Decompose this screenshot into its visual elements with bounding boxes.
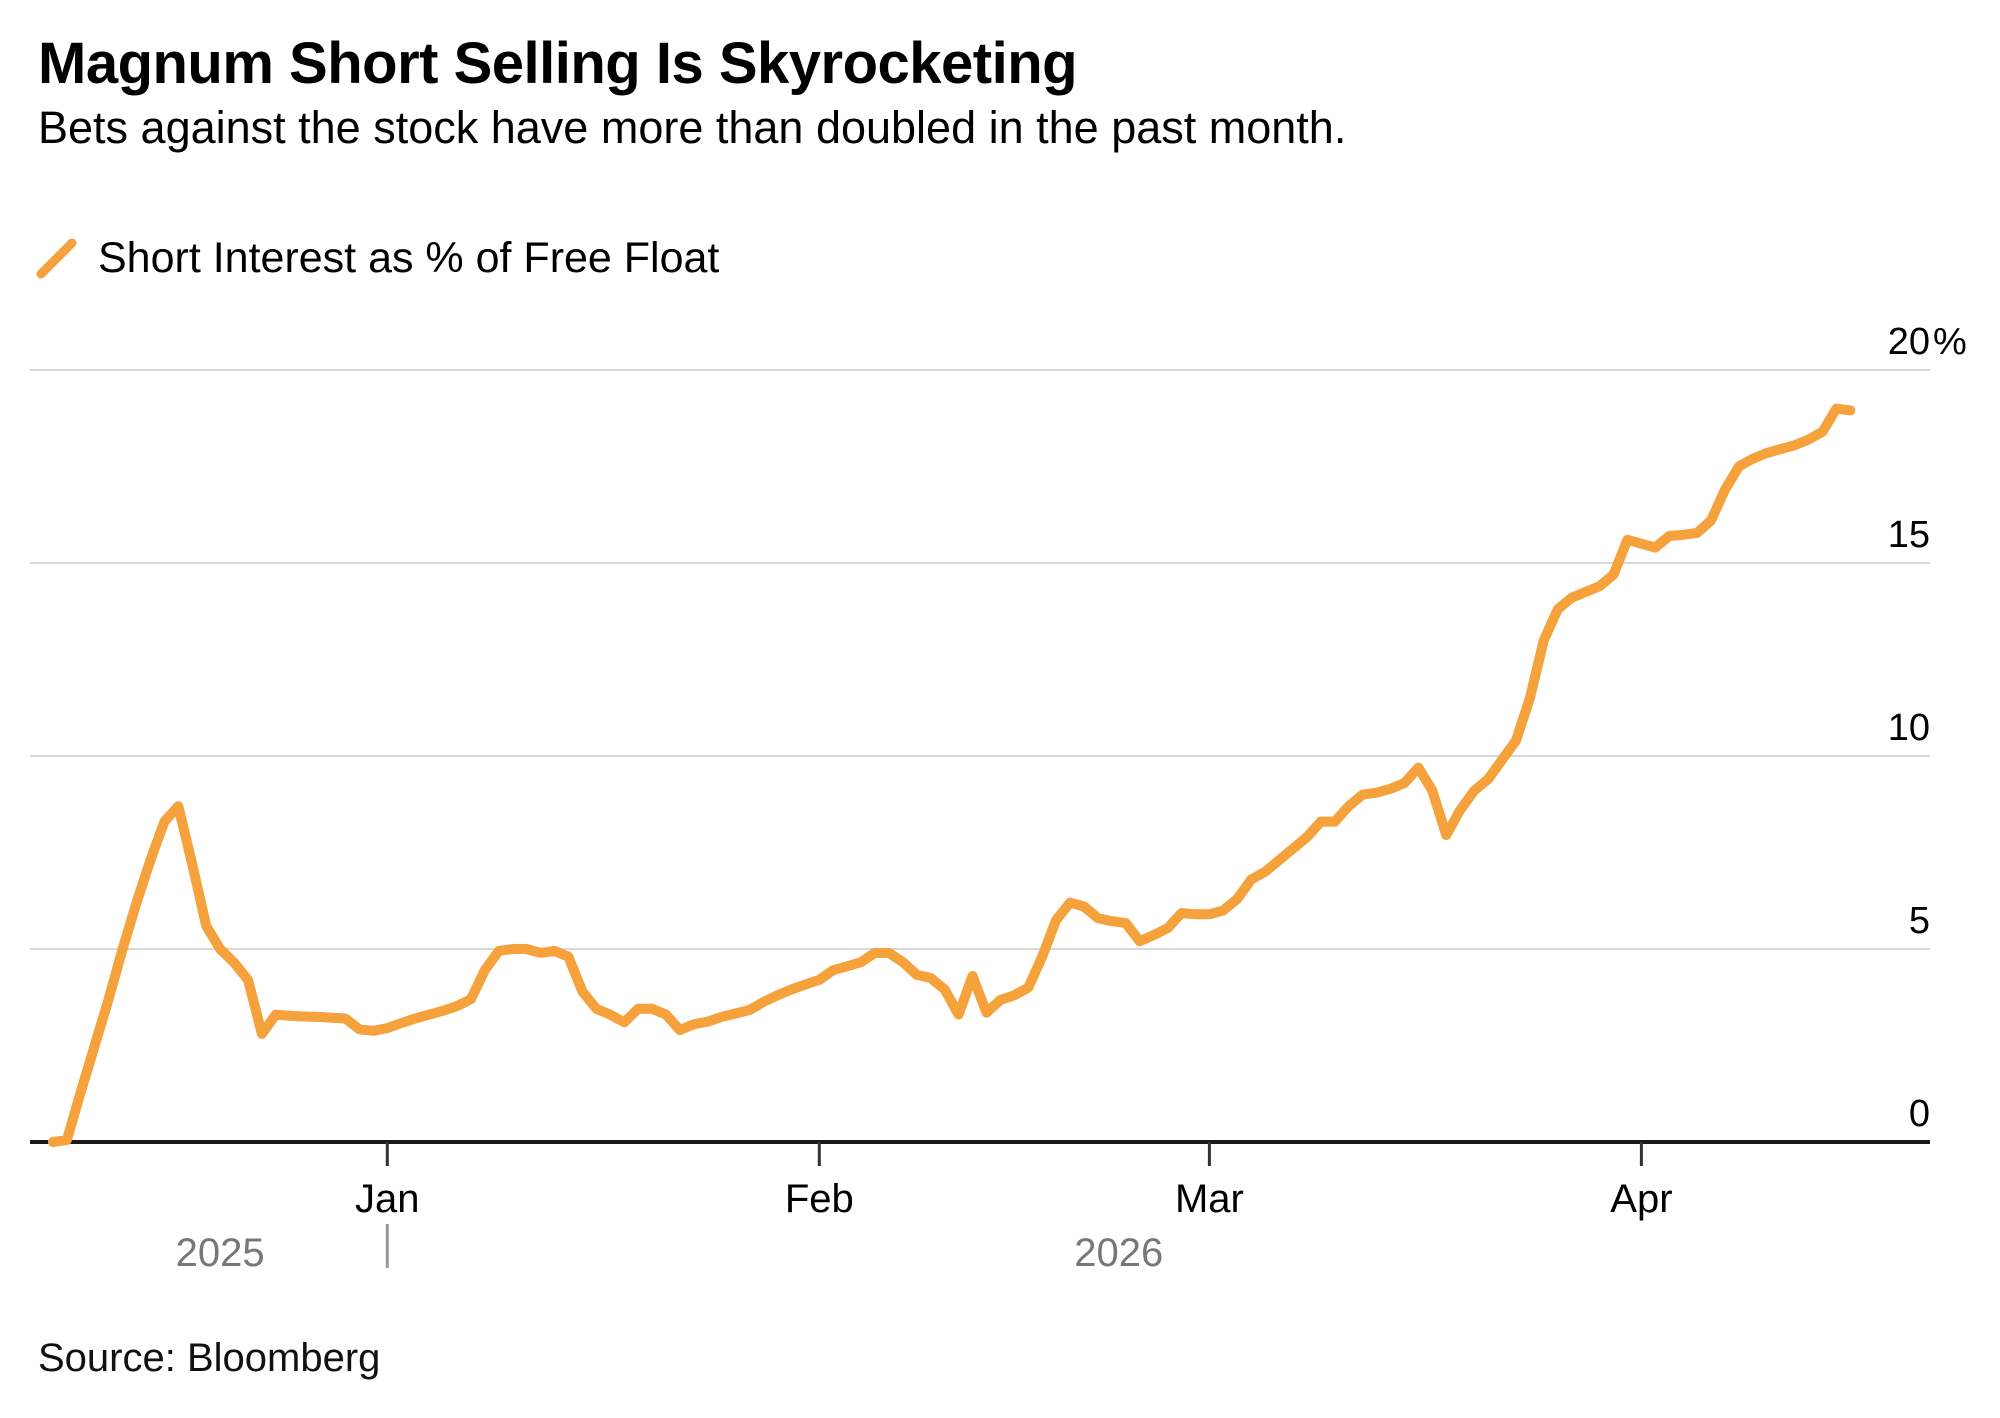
x-tick-label-mar: Mar [1175,1177,1244,1221]
chart-title: Magnum Short Selling Is Skyrocketing [38,31,1078,96]
legend-slash-icon [36,238,77,279]
series-line-short-interest [47,403,1856,1147]
x-tick-label-jan: Jan [355,1177,420,1221]
year-label-2026: 2026 [1074,1231,1163,1275]
x-tick-label-feb: Feb [785,1177,854,1221]
legend: Short Interest as % of Free Float [36,234,719,282]
x-axis-month-labels: Jan Feb Mar Apr [355,1177,1672,1221]
chart-subtitle: Bets against the stock have more than do… [38,102,1347,153]
source-note: Source: Bloomberg [38,1336,381,1380]
x-tick-label-apr: Apr [1610,1177,1672,1221]
legend-series-label: Short Interest as % of Free Float [98,233,720,282]
x-axis-year-labels: 2025 2026 [176,1224,1163,1275]
x-axis-ticks [385,1142,1643,1166]
y-tick-label-0: 0 [1909,1093,1930,1135]
y-tick-label-5: 5 [1909,900,1930,942]
y-axis-labels: 0 5 10 15 20% [1888,321,1967,1135]
y-tick-label-10: 10 [1888,707,1930,749]
y-axis-unit: % [1933,321,1967,363]
y-tick-label-20: 20 [1888,321,1930,363]
gridlines [30,369,1930,950]
y-tick-label-15: 15 [1888,514,1930,556]
year-label-2025: 2025 [176,1231,265,1275]
